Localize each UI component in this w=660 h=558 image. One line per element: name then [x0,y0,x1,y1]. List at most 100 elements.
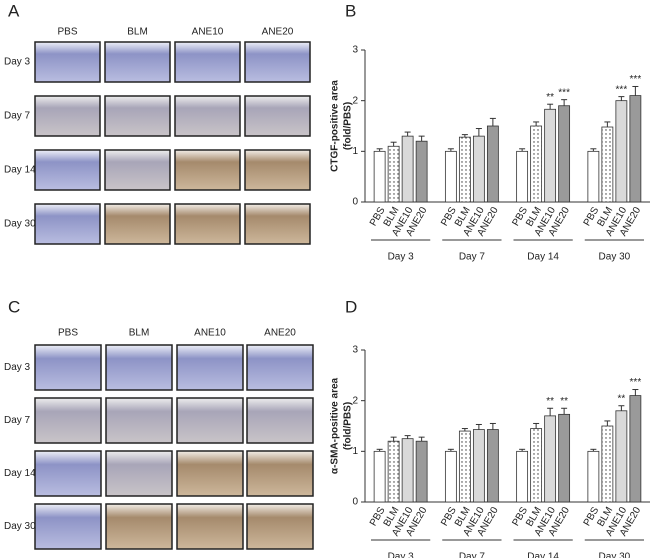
column-label: BLM [129,328,150,339]
micrograph [105,503,173,550]
micrograph [105,450,173,497]
y-axis-label: (fold/PBS) [343,102,354,150]
bar [415,440,428,503]
significance: ** [560,396,568,407]
micrograph [104,95,171,137]
y-axis-label: α-SMA-positive area [330,377,341,474]
significance: *** [630,377,642,388]
bar [472,429,485,503]
micrograph [174,203,241,245]
panel-letter: A [8,1,20,20]
bar [530,428,543,503]
micrograph [244,149,311,191]
micrograph [246,450,314,497]
bar [530,125,543,203]
micrograph [34,203,101,245]
micrograph [105,397,173,444]
y-tick-label: 2 [352,395,358,406]
significance: ** [546,396,554,407]
micrograph [176,344,244,391]
panel-letter: D [345,297,357,316]
bar [587,450,600,503]
micrograph [174,149,241,191]
y-tick-label: 3 [352,45,358,56]
bar [458,430,471,503]
row-label: Day 30 [4,521,36,532]
bar [558,413,571,503]
micrograph [34,344,102,391]
significance: *** [630,74,642,85]
bar [615,100,628,203]
micrograph [104,41,171,83]
significance: *** [558,87,570,98]
micrograph [34,149,101,191]
micrograph [246,344,314,391]
bar [373,150,386,203]
bar [472,135,485,203]
column-label: ANE20 [264,328,296,339]
bar [415,140,428,203]
micrograph [174,41,241,83]
micrograph [174,95,241,137]
y-tick-label: 1 [352,446,358,457]
micrograph [246,397,314,444]
micrograph [246,503,314,550]
column-label: ANE20 [262,27,294,38]
y-axis-label: (fold/PBS) [343,402,354,450]
micrograph [104,203,171,245]
y-tick-label: 2 [352,95,358,106]
bar [601,425,614,503]
bar [558,105,571,203]
column-label: PBS [57,27,77,38]
group-label: Day 30 [599,252,631,263]
bar [544,108,557,203]
bar [544,415,557,503]
y-tick-label: 0 [352,197,358,208]
micrograph [244,95,311,137]
bar [387,145,400,203]
group-label: Day 3 [388,252,415,263]
bar [444,150,457,203]
significance: *** [616,84,628,95]
bar [486,429,499,503]
micrograph [176,503,244,550]
y-tick-label: 0 [352,497,358,508]
micrograph [34,503,102,550]
panel-letter: C [8,297,20,316]
bar [629,395,642,503]
group-label: Day 3 [388,552,415,558]
micrograph [244,203,311,245]
micrograph [105,344,173,391]
column-label: ANE10 [194,328,226,339]
micrograph [34,397,102,444]
column-label: BLM [127,27,148,38]
row-label: Day 3 [4,57,31,68]
bar [516,450,529,503]
group-label: Day 30 [599,552,631,558]
significance: ** [546,92,554,103]
micrograph [104,149,171,191]
y-axis-label: CTGF-positive area [330,80,341,172]
row-label: Day 3 [4,362,31,373]
row-label: Day 7 [4,415,31,426]
group-label: Day 14 [527,252,559,263]
bar [516,150,529,203]
micrograph [34,41,101,83]
row-label: Day 30 [4,219,36,230]
row-label: Day 14 [4,468,36,479]
bar [401,135,414,203]
bar [587,150,600,203]
y-tick-label: 1 [352,146,358,157]
bar [629,95,642,203]
y-tick-label: 3 [352,345,358,356]
micrograph [34,450,102,497]
group-label: Day 7 [459,552,486,558]
group-label: Day 14 [527,552,559,558]
micrograph [176,397,244,444]
bar [615,410,628,503]
bar [387,440,400,503]
column-label: PBS [58,328,78,339]
column-label: ANE10 [192,27,224,38]
bar [373,450,386,503]
